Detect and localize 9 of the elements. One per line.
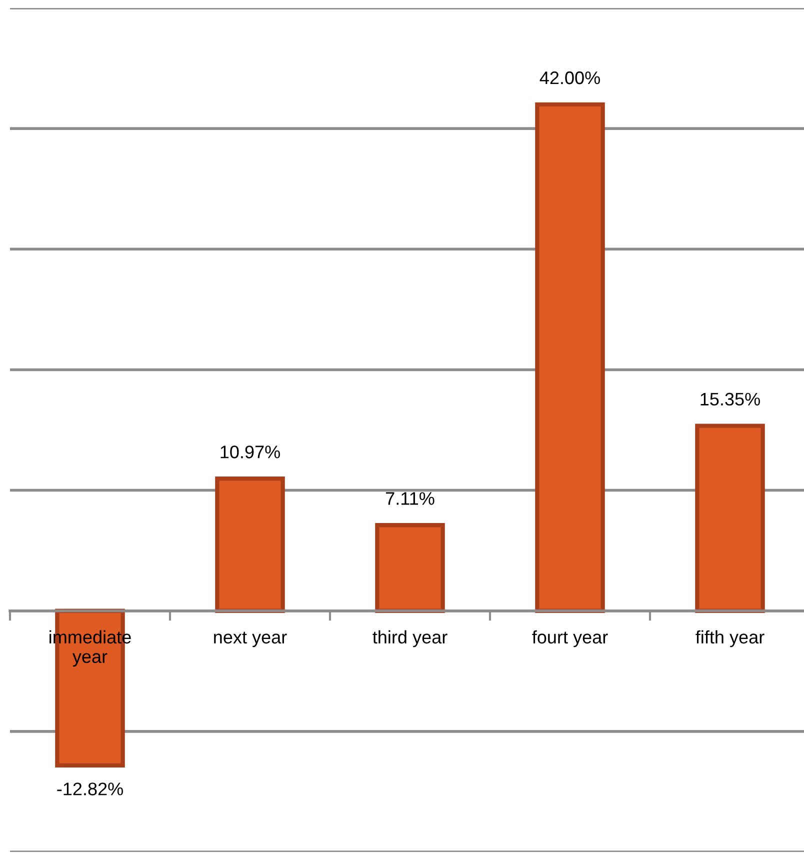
x-tick-label: next year — [214, 632, 287, 648]
data-label: 7.11% — [386, 492, 434, 505]
data-label: 42.00% — [540, 71, 600, 84]
x-tick-label: fifth year — [696, 630, 764, 648]
data-label: 10.97% — [220, 446, 280, 458]
x-tick-label: third year — [372, 630, 448, 648]
data-label: -12.82% — [57, 782, 123, 796]
x-tick-label: fourt year — [532, 630, 608, 648]
data-label: 15.35% — [700, 392, 760, 406]
